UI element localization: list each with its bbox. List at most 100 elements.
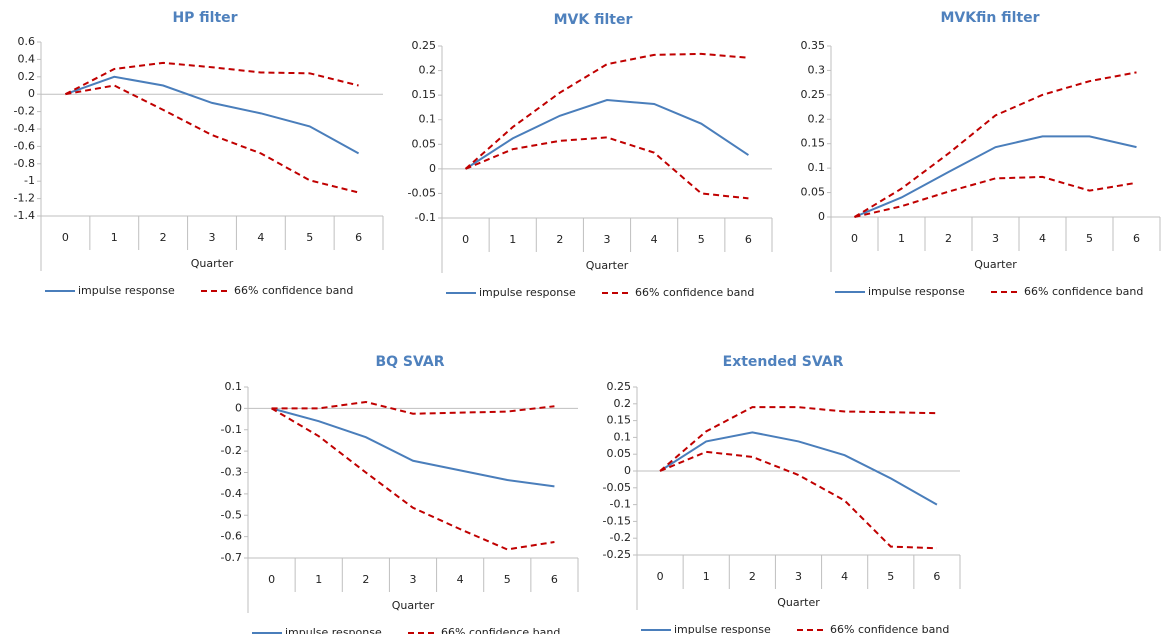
x-axis-label: Quarter	[392, 599, 435, 612]
y-tick-label: 0.2	[18, 70, 36, 83]
x-tick-label: 3	[410, 573, 417, 586]
y-tick-label: 0.1	[225, 380, 243, 393]
legend-label: impulse response	[78, 284, 175, 297]
y-tick-label: -0.1	[610, 498, 631, 511]
x-tick-label: 4	[841, 570, 848, 583]
x-tick-label: 1	[509, 233, 516, 246]
x-tick-label: 2	[749, 570, 756, 583]
x-tick-label: 6	[355, 231, 362, 244]
chart-title: MVKfin filter	[940, 10, 1039, 26]
response-line	[854, 135, 1137, 218]
y-tick-label: -0.6	[221, 530, 242, 543]
y-tick-label: -0.6	[14, 139, 35, 152]
y-tick-label: -0.7	[221, 551, 242, 564]
x-tick-label: 1	[703, 570, 710, 583]
chart-title: BQ SVAR	[375, 354, 444, 370]
chart-title: HP filter	[172, 10, 237, 26]
legend-label: 66% confidence band	[1024, 285, 1143, 298]
y-tick-label: 0.1	[419, 113, 437, 126]
x-tick-label: 5	[306, 231, 313, 244]
x-axis-label: Quarter	[191, 257, 234, 270]
y-tick-label: -0.05	[603, 481, 631, 494]
x-tick-label: 0	[268, 573, 275, 586]
y-tick-label: 0.15	[801, 137, 826, 150]
y-tick-label: 0.1	[614, 430, 632, 443]
x-tick-label: 5	[887, 570, 894, 583]
x-tick-label: 3	[209, 231, 216, 244]
chart-title: Extended SVAR	[723, 354, 844, 370]
band-line	[659, 406, 937, 472]
legend-label: impulse response	[285, 626, 382, 634]
y-tick-label: -0.5	[221, 508, 242, 521]
x-axis-label: Quarter	[974, 258, 1017, 271]
y-tick-label: -0.2	[610, 531, 631, 544]
y-tick-label: 0.2	[614, 397, 632, 410]
y-tick-label: -0.8	[14, 157, 35, 170]
legend-label: impulse response	[868, 285, 965, 298]
legend-label: 66% confidence band	[635, 286, 754, 299]
y-tick-label: -0.4	[14, 122, 35, 135]
x-tick-label: 4	[651, 233, 658, 246]
x-tick-label: 0	[462, 233, 469, 246]
x-tick-label: 6	[1133, 232, 1140, 245]
y-tick-label: 0.2	[419, 64, 437, 77]
x-tick-label: 5	[1086, 232, 1093, 245]
y-tick-label: 0	[28, 87, 35, 100]
y-tick-label: 0.1	[808, 161, 826, 174]
y-tick-label: -0.15	[603, 514, 631, 527]
y-tick-label: 0.05	[412, 137, 437, 150]
band-line	[464, 52, 749, 170]
x-tick-label: 0	[851, 232, 858, 245]
y-tick-label: -0.2	[221, 444, 242, 457]
x-tick-label: 4	[257, 231, 264, 244]
band-line	[271, 400, 555, 415]
y-tick-label: -0.1	[415, 211, 436, 224]
band-line	[271, 407, 555, 551]
chart-title: MVK filter	[554, 12, 633, 28]
x-tick-label: 4	[1039, 232, 1046, 245]
y-tick-label: 0	[429, 162, 436, 175]
x-tick-label: 2	[160, 231, 167, 244]
x-tick-label: 1	[111, 231, 118, 244]
y-tick-label: -0.2	[14, 105, 35, 118]
band-line	[64, 61, 359, 96]
y-tick-label: -0.3	[221, 466, 242, 479]
y-tick-label: 0	[818, 210, 825, 223]
x-tick-label: 5	[698, 233, 705, 246]
y-tick-label: 0	[235, 401, 242, 414]
x-axis-label: Quarter	[777, 596, 820, 609]
x-tick-label: 1	[898, 232, 905, 245]
x-axis-label: Quarter	[586, 259, 629, 272]
y-tick-label: 0.25	[801, 88, 826, 101]
response-line	[271, 407, 555, 488]
y-tick-label: -0.05	[408, 186, 436, 199]
x-tick-label: 5	[504, 573, 511, 586]
x-tick-label: 2	[556, 233, 563, 246]
y-tick-label: 0.35	[801, 39, 826, 52]
response-line	[659, 431, 938, 506]
y-tick-label: -0.25	[603, 548, 631, 561]
legend-label: 66% confidence band	[234, 284, 353, 297]
legend-label: impulse response	[479, 286, 576, 299]
legend-label: 66% confidence band	[441, 626, 560, 634]
band-line	[854, 175, 1137, 218]
y-tick-label: 0	[624, 464, 631, 477]
x-tick-label: 6	[745, 233, 752, 246]
x-tick-label: 0	[62, 231, 69, 244]
y-tick-label: -0.1	[221, 423, 242, 436]
y-tick-label: 0.25	[412, 39, 437, 52]
band-line	[465, 136, 749, 200]
band-line	[853, 71, 1137, 218]
y-tick-label: -1.4	[14, 209, 35, 222]
y-tick-label: 0.3	[808, 63, 826, 76]
y-tick-label: 0.05	[801, 186, 826, 199]
x-tick-label: 3	[992, 232, 999, 245]
y-tick-label: -1.2	[14, 192, 35, 205]
y-tick-label: 0.05	[607, 447, 632, 460]
y-tick-label: -1	[24, 174, 35, 187]
y-tick-label: 0.6	[18, 35, 36, 48]
x-tick-label: 4	[457, 573, 464, 586]
band-line	[659, 450, 937, 550]
x-tick-label: 6	[551, 573, 558, 586]
